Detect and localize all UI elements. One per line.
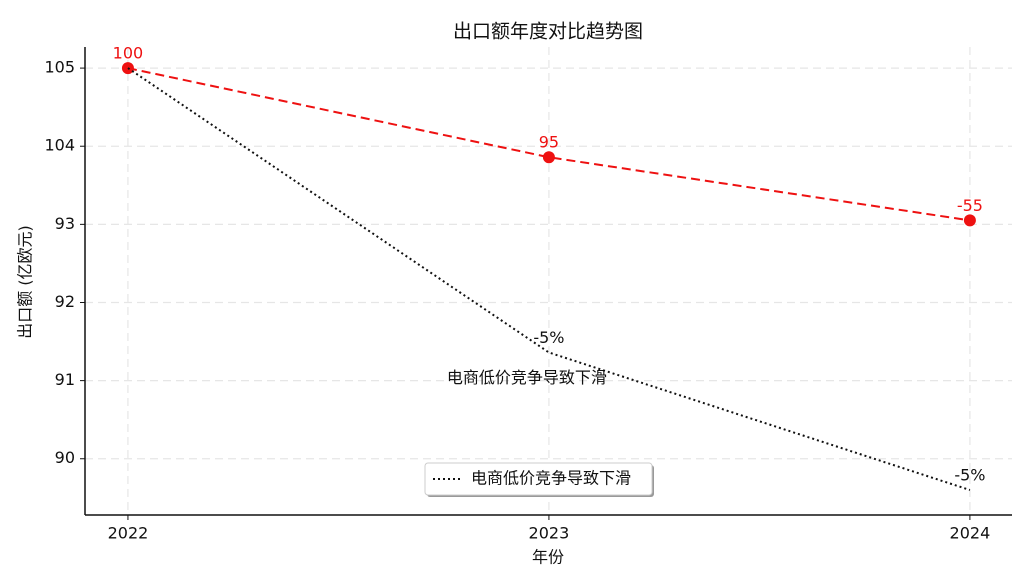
- x-axis-label: 年份: [532, 548, 564, 567]
- y-tick-label: 105: [44, 58, 75, 77]
- data-label: -5%: [954, 465, 985, 484]
- y-tick-label: 90: [55, 448, 75, 467]
- y-axis-label: 出口额 (亿欧元): [16, 225, 35, 339]
- data-label: -55: [957, 196, 983, 215]
- legend-label: 电商低价竞争导致下滑: [471, 469, 631, 488]
- annotation: 电商低价竞争导致下滑: [447, 368, 607, 387]
- y-tick-label: 93: [55, 214, 75, 233]
- chart-title: 出口额年度对比趋势图: [453, 21, 643, 43]
- legend: [424, 462, 653, 496]
- series-line: [127, 67, 971, 222]
- y-tick-label: 91: [55, 370, 75, 389]
- x-tick-label: 2022: [108, 524, 149, 543]
- data-label: 95: [539, 133, 559, 152]
- y-tick-label: 92: [55, 292, 75, 311]
- marker: [542, 151, 555, 164]
- x-tick-label: 2023: [529, 524, 570, 543]
- y-tick-label: 104: [44, 136, 75, 155]
- marker: [963, 214, 976, 227]
- data-label: 100: [113, 44, 144, 63]
- x-tick-label: 2024: [950, 524, 991, 543]
- data-label: -5%: [533, 328, 564, 347]
